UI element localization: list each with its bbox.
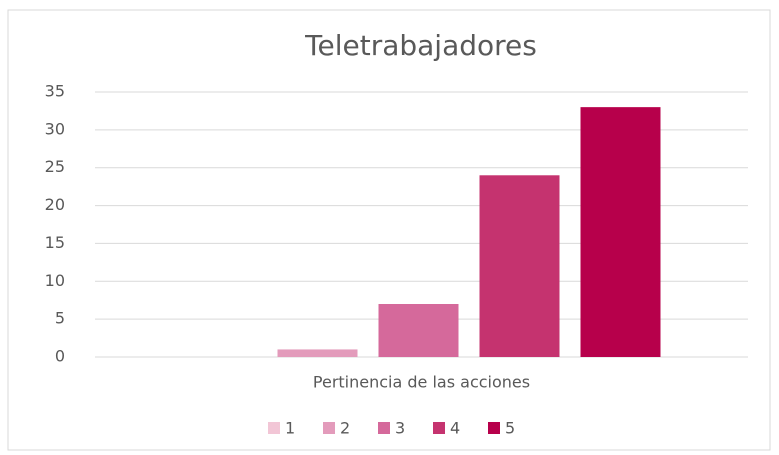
x-tick-label: Pertinencia de las acciones	[313, 373, 530, 392]
legend-label: 2	[340, 419, 350, 438]
legend-label: 4	[450, 419, 460, 438]
legend-swatch	[378, 422, 390, 434]
y-tick-label: 20	[45, 195, 65, 214]
legend-label: 5	[505, 419, 515, 438]
bar	[277, 349, 358, 357]
legend-swatch	[268, 422, 280, 434]
legend-label: 3	[395, 419, 405, 438]
legend-swatch	[323, 422, 335, 434]
bar	[580, 107, 661, 358]
y-tick-label: 15	[45, 233, 65, 252]
legend-swatch	[433, 422, 445, 434]
y-tick-label: 25	[45, 157, 65, 176]
bar	[479, 175, 560, 357]
y-tick-label: 10	[45, 271, 65, 290]
chart-title: Teletrabajadores	[304, 29, 537, 62]
y-tick-label: 0	[55, 347, 65, 366]
y-tick-label: 30	[45, 119, 65, 138]
y-tick-label: 5	[55, 309, 65, 328]
legend-swatch	[488, 422, 500, 434]
bar	[378, 304, 459, 357]
y-tick-label: 35	[45, 82, 65, 101]
legend-label: 1	[285, 419, 295, 438]
